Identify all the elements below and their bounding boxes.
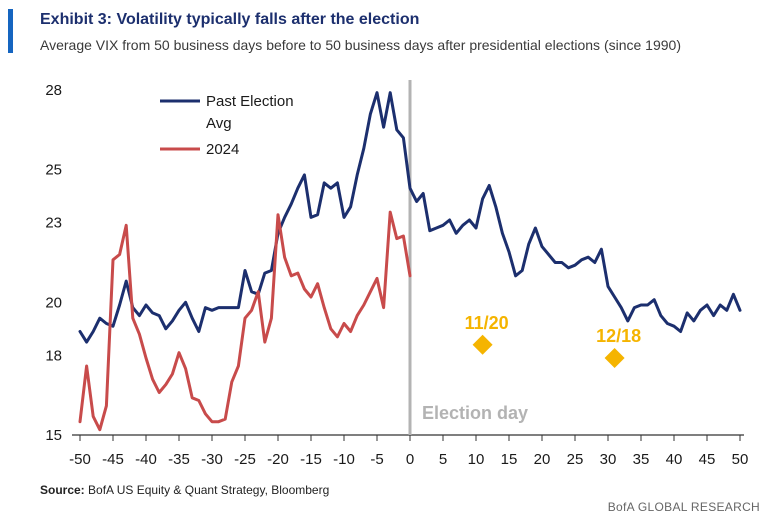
- x-tick-label: 25: [567, 451, 584, 468]
- chart-series: [78, 91, 742, 432]
- legend-text-line: Past Election: [206, 93, 294, 110]
- election-day-label: Election day: [422, 403, 528, 423]
- y-tick-label: 15: [45, 427, 62, 444]
- x-tick-label: -35: [168, 451, 190, 468]
- chart-axes: -50 -45 -40 -35 -30 -25 -20 -15 -10 -5 0 5 10 15 20 25 3…: [45, 82, 748, 468]
- y-tick-label: 20: [45, 294, 62, 311]
- series-2024-line: [78, 210, 412, 432]
- x-tick-label: -20: [267, 451, 289, 468]
- title-accent-bar: [8, 9, 13, 53]
- x-tick-label: 30: [600, 451, 617, 468]
- x-tick-label: 10: [468, 451, 485, 468]
- y-tick-label: 28: [45, 82, 62, 99]
- x-tick-label: 35: [633, 451, 650, 468]
- x-tick-label: 15: [501, 451, 518, 468]
- date-marker-label: 12/18: [596, 326, 641, 346]
- chart-title: Exhibit 3: Volatility typically falls af…: [40, 11, 420, 28]
- x-tick-label: -15: [300, 451, 322, 468]
- x-tick-label: -10: [333, 451, 355, 468]
- x-tick-label: 0: [406, 451, 414, 468]
- x-tick-label: -45: [102, 451, 124, 468]
- x-tick-label: -50: [69, 451, 91, 468]
- date-marker-diamond: [604, 348, 625, 369]
- date-marker-label: 11/20: [465, 313, 509, 333]
- brand-footer: BofA GLOBAL RESEARCH: [607, 500, 760, 514]
- x-tick-label: -25: [234, 451, 256, 468]
- x-tick-label: 20: [534, 451, 551, 468]
- chart-legend: Past Election Avg 2024: [160, 93, 294, 158]
- x-tick-label: -40: [135, 451, 157, 468]
- x-tick-label: 40: [666, 451, 683, 468]
- source-label: Source:: [40, 483, 85, 497]
- x-tick-label: 5: [439, 451, 447, 468]
- x-tick-label: -5: [370, 451, 383, 468]
- source-note: Source: BofA US Equity & Quant Strategy,…: [40, 483, 329, 497]
- x-tick-label: -30: [201, 451, 223, 468]
- legend-text-line: Avg: [206, 115, 232, 132]
- source-text: BofA US Equity & Quant Strategy, Bloombe…: [88, 483, 330, 497]
- x-tick-label: 45: [699, 451, 716, 468]
- y-tick-label: 25: [45, 162, 62, 179]
- date-marker-diamond: [472, 334, 493, 355]
- election-day-marker: Election day: [408, 80, 528, 435]
- y-tick-label: 18: [45, 347, 62, 364]
- date-markers: 11/20 12/18: [465, 313, 641, 369]
- x-tick-label: 50: [732, 451, 749, 468]
- legend-2024-label: 2024: [206, 141, 239, 158]
- chart-subtitle: Average VIX from 50 business days before…: [40, 37, 681, 53]
- y-tick-label: 23: [45, 215, 62, 232]
- legend-past-election-avg-label: Past Election Avg: [206, 93, 294, 132]
- legend-text-line: 2024: [206, 141, 239, 158]
- past-election-avg-line: [78, 91, 742, 344]
